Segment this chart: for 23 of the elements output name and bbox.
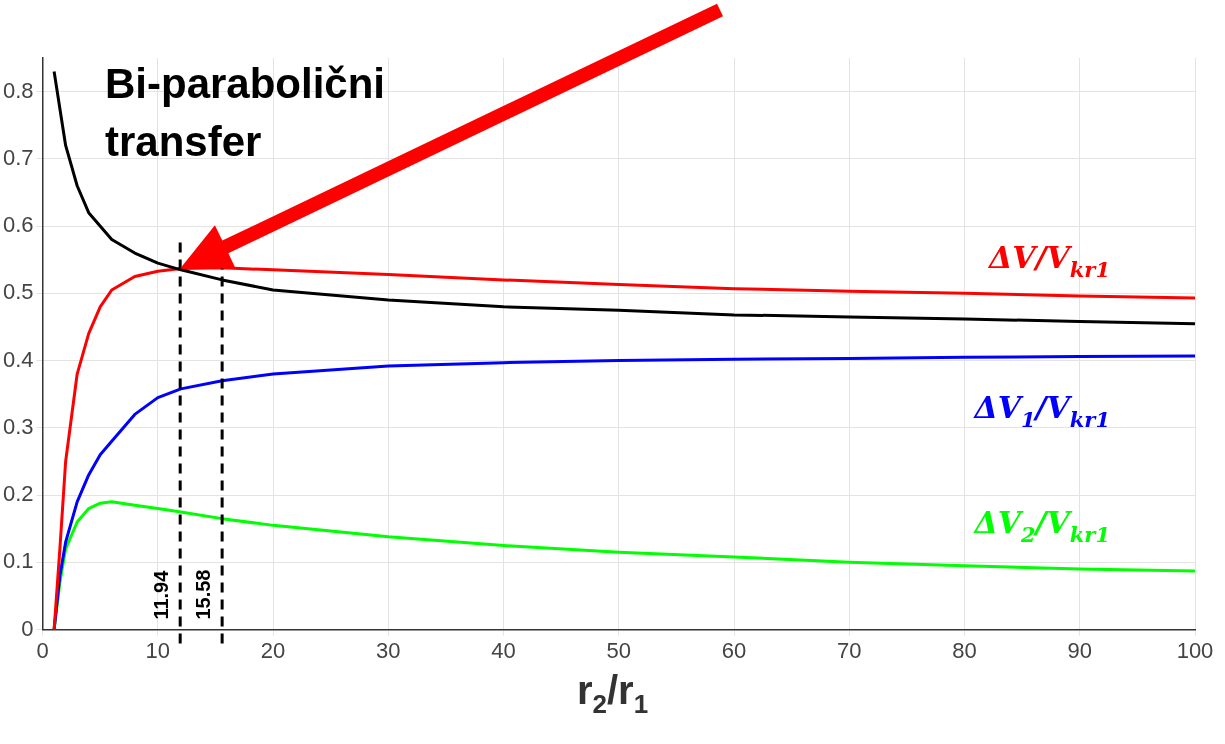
y-tick-label: 0.4: [2, 346, 34, 372]
x-tick-label: 100: [1176, 637, 1214, 663]
y-tick-label: 0.6: [2, 212, 34, 238]
annotation: Bi-parabolični transfer: [105, 60, 386, 165]
x-tick-label: 30: [376, 637, 401, 663]
x-tick-label: 40: [491, 637, 516, 663]
ref-line-label: 11.94: [149, 569, 172, 620]
ref-line-label: 15.58: [191, 569, 214, 620]
y-tick-label: 0.7: [2, 144, 34, 170]
y-tick-label: 0.8: [2, 77, 34, 103]
y-tick-label: 0.5: [2, 279, 34, 305]
x-tick-label: 10: [145, 637, 171, 663]
x-tick-label: 70: [837, 637, 862, 663]
y-tick-label: 0.2: [2, 481, 34, 507]
y-tick-label: 0.1: [2, 548, 34, 574]
x-tick-label: 80: [952, 637, 977, 663]
x-tick-label: 50: [606, 637, 632, 663]
x-tick-label: 90: [1067, 637, 1092, 663]
y-tick-label: 0: [21, 615, 34, 641]
x-tick-label: 20: [260, 637, 286, 663]
x-axis-title: r$_{2}$/r$_{1}$: [575, 668, 650, 720]
x-tick-label: 60: [721, 637, 747, 663]
y-tick-label: 0.3: [2, 413, 34, 439]
